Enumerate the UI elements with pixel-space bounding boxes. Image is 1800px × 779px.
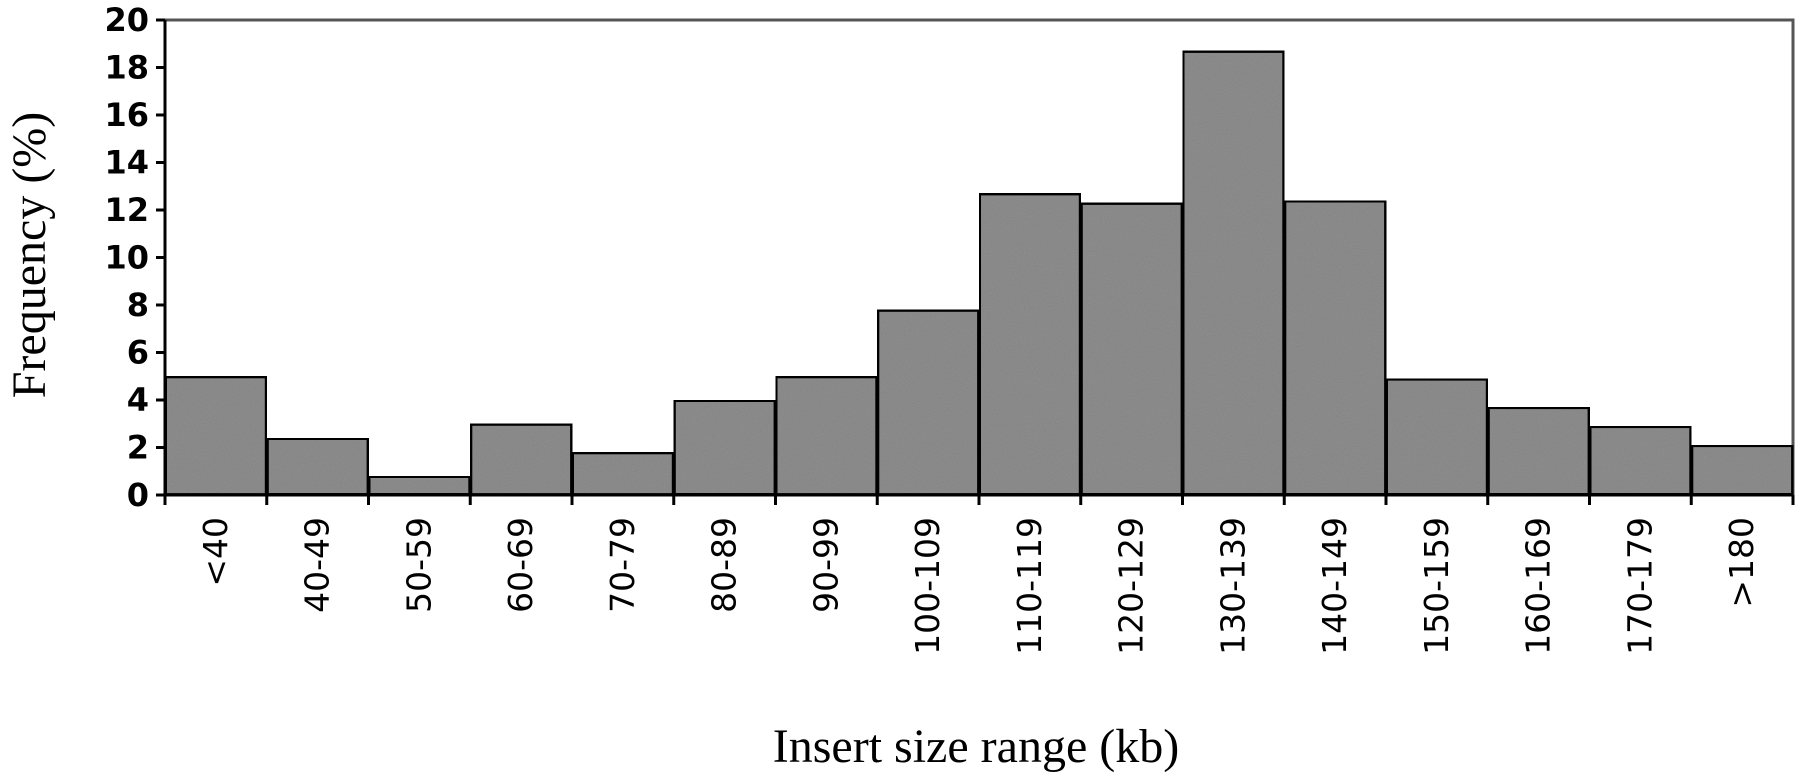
bar-7 bbox=[875, 307, 982, 498]
bar-10 bbox=[1180, 48, 1287, 498]
bar-4 bbox=[570, 450, 676, 498]
y-tick-label: 0 bbox=[127, 476, 149, 514]
x-axis: <40 40-49 50-59 60-69 70-79 80-89 90-99 100-109… bbox=[163, 493, 1795, 655]
bar-14 bbox=[1587, 424, 1694, 498]
x-tick-label: 50-59 bbox=[399, 517, 438, 613]
x-tick-label: 140-149 bbox=[1315, 517, 1354, 655]
x-tick-label: 100-109 bbox=[908, 517, 947, 655]
bar-13 bbox=[1485, 405, 1592, 498]
bar-11 bbox=[1282, 198, 1389, 497]
x-tick-label: 40-49 bbox=[298, 517, 337, 613]
bar-3 bbox=[468, 421, 575, 498]
y-tick-label: 6 bbox=[127, 334, 149, 372]
bar-6 bbox=[773, 374, 880, 498]
y-tick-label: 14 bbox=[104, 144, 149, 182]
x-axis-title: Insert size range (kb) bbox=[773, 720, 1179, 773]
bar-2 bbox=[366, 474, 473, 497]
bar-5 bbox=[671, 398, 778, 497]
bar-15 bbox=[1689, 443, 1796, 498]
y-tick-label: 12 bbox=[104, 191, 149, 229]
x-tick-label: 160-169 bbox=[1519, 517, 1558, 655]
y-axis-title: Frequency (%) bbox=[3, 112, 56, 399]
bar-0 bbox=[163, 374, 269, 498]
y-tick-label: 16 bbox=[104, 96, 149, 134]
y-tick-label: 4 bbox=[127, 381, 149, 419]
x-tick-label: 70-79 bbox=[603, 517, 642, 613]
x-tick-label: 150-159 bbox=[1417, 517, 1456, 655]
x-tick-label: 80-89 bbox=[705, 517, 744, 613]
x-tick-label: >180 bbox=[1722, 517, 1761, 608]
bars-group bbox=[163, 48, 1796, 498]
x-tick-label: 130-139 bbox=[1213, 517, 1252, 655]
y-tick-label: 2 bbox=[127, 429, 149, 467]
bar-9 bbox=[1078, 200, 1185, 497]
y-tick-label: 20 bbox=[104, 1, 149, 39]
x-tick-label: 90-99 bbox=[806, 517, 845, 613]
x-tick-label: 120-129 bbox=[1112, 517, 1151, 655]
bar-8 bbox=[977, 191, 1083, 497]
y-tick-label: 8 bbox=[127, 286, 149, 324]
bar-12 bbox=[1384, 376, 1490, 498]
x-tick-label: 60-69 bbox=[501, 517, 540, 613]
y-tick-label: 10 bbox=[104, 239, 149, 277]
y-tick-label: 18 bbox=[104, 49, 149, 87]
x-tick-label: <40 bbox=[196, 517, 235, 587]
y-axis: 0 2 4 6 8 10 12 14 16 18 20 bbox=[104, 1, 167, 514]
x-tick-label: 110-119 bbox=[1010, 517, 1049, 655]
bar-1 bbox=[264, 436, 371, 497]
x-tick-label: 170-179 bbox=[1620, 517, 1659, 655]
